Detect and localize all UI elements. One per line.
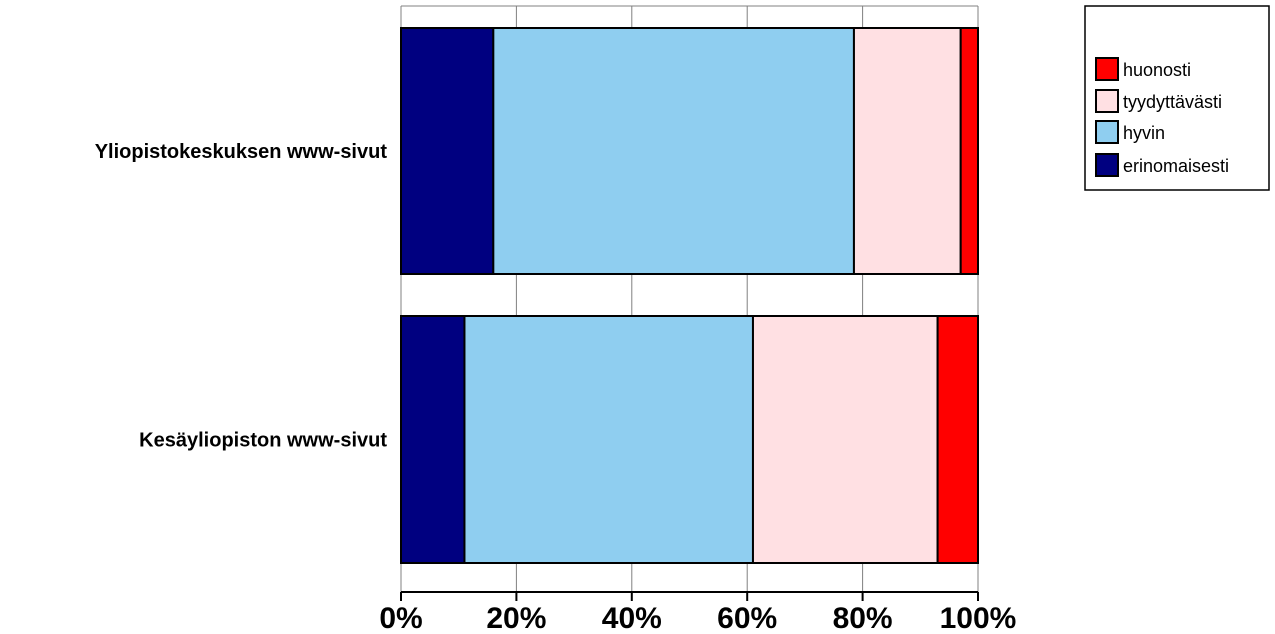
- legend: huonosti tyydyttävästi hyvin erinomaisesti: [1084, 5, 1270, 191]
- legend-label-huonosti: huonosti: [1123, 60, 1191, 80]
- x-tick-label: 40%: [602, 602, 662, 634]
- x-tick-label: 20%: [486, 602, 546, 634]
- x-tick-label: 60%: [717, 602, 777, 634]
- legend-swatch-tyydyttavasti: [1095, 89, 1119, 113]
- bar-kesayliopiston-www-sivut-tyydyttavasti: [751, 315, 939, 564]
- x-axis: 0% 20% 40% 60% 80% 100%: [379, 591, 1017, 634]
- bar-yliopistokeskuksen-www-sivut-erinomaisesti: [400, 27, 495, 275]
- category-labels: Yliopistokeskuksen www-sivut Kesäyliopist…: [95, 141, 388, 452]
- bar-yliopistokeskuksen-www-sivut-hyvin: [492, 27, 855, 275]
- legend-label-tyydyttavasti: tyydyttävästi: [1123, 92, 1222, 112]
- x-tick-label: 0%: [379, 602, 422, 634]
- category-label: Kesäyliopiston www-sivut: [139, 430, 387, 452]
- legend-swatch-hyvin: [1095, 120, 1119, 144]
- x-tick-label: 80%: [833, 602, 893, 634]
- legend-swatch-erinomaisesti: [1095, 153, 1119, 177]
- legend-label-erinomaisesti: erinomaisesti: [1123, 156, 1229, 176]
- bar-yliopistokeskuksen-www-sivut-tyydyttavasti: [852, 27, 962, 275]
- category-label: Yliopistokeskuksen www-sivut: [95, 141, 388, 163]
- bar-kesayliopiston-www-sivut-huonosti: [936, 315, 979, 564]
- legend-swatch-huonosti: [1095, 57, 1119, 81]
- bars: [400, 27, 980, 564]
- bar-kesayliopiston-www-sivut-hyvin: [463, 315, 754, 564]
- x-tick-label: 100%: [940, 602, 1017, 634]
- legend-label-hyvin: hyvin: [1123, 123, 1165, 143]
- bar-yliopistokeskuksen-www-sivut-huonosti: [959, 27, 980, 275]
- bar-kesayliopiston-www-sivut-erinomaisesti: [400, 315, 466, 564]
